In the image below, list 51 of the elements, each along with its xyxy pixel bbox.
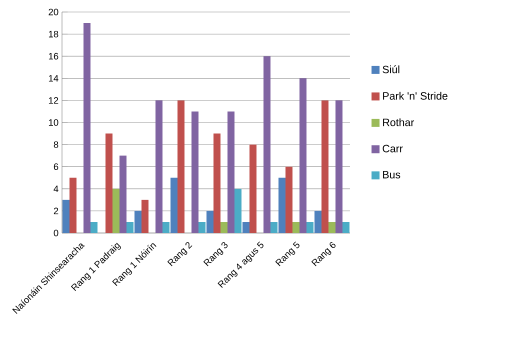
y-tick-label: 10: [48, 119, 58, 126]
bar: [342, 222, 350, 233]
bar: [134, 210, 142, 233]
bar: [170, 178, 178, 233]
bar: [299, 78, 306, 233]
legend-label: Park 'n' Stride: [383, 92, 448, 100]
bar: [141, 200, 148, 233]
y-tick-label: 18: [48, 30, 58, 38]
bar: [213, 134, 220, 233]
bar: [162, 222, 170, 233]
legend-label: Bus: [383, 170, 400, 178]
y-tick-label: 6: [54, 163, 58, 170]
bar: [263, 56, 270, 233]
bar: [220, 222, 228, 233]
bar: [335, 100, 342, 233]
y-tick-label: 4: [54, 186, 58, 192]
bar: [84, 23, 90, 233]
bar: [249, 144, 256, 233]
y-tick-label: 0: [54, 230, 58, 236]
bar: [278, 178, 286, 233]
bar: [198, 222, 206, 233]
bar: [119, 156, 126, 233]
bar: [105, 134, 112, 233]
y-tick-label: 16: [48, 52, 58, 60]
y-tick-label: 20: [48, 8, 58, 16]
bar: [62, 200, 70, 233]
bar: [112, 188, 120, 233]
legend-label: Rothar: [383, 118, 414, 126]
y-tick-label: 12: [48, 97, 58, 104]
bar: [292, 222, 300, 233]
y-tick-label: 8: [54, 141, 58, 148]
bar: [242, 222, 250, 233]
bar: [321, 100, 328, 233]
bar: [328, 222, 336, 233]
y-tick-label: 14: [48, 75, 58, 82]
y-tick-label: 2: [54, 208, 58, 214]
bar: [191, 111, 198, 233]
bar: [314, 210, 322, 233]
bar: [155, 100, 162, 233]
bar: [306, 222, 314, 233]
bar: [177, 100, 184, 233]
legend-label: Carr: [382, 144, 403, 152]
bar: [270, 222, 278, 233]
bar: [227, 111, 234, 233]
legend-label: Siúl: [382, 65, 400, 74]
bar: [285, 166, 292, 233]
bar: [90, 222, 98, 233]
bar: [234, 188, 242, 233]
bar: [206, 210, 214, 233]
bar: [70, 178, 76, 233]
bar: [126, 222, 134, 233]
